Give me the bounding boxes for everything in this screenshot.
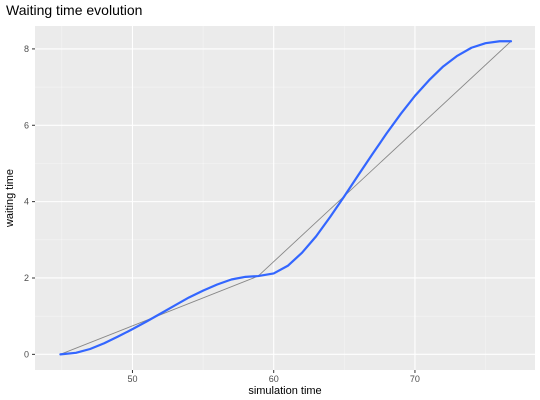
x-axis-title: simulation time bbox=[248, 385, 321, 397]
x-tick-label: 70 bbox=[410, 374, 420, 384]
y-axis-title: waiting time bbox=[4, 169, 16, 228]
grid-layer bbox=[35, 26, 535, 370]
y-tick-label: 0 bbox=[24, 349, 29, 359]
x-tick-label: 60 bbox=[269, 374, 279, 384]
y-tick-label: 8 bbox=[24, 44, 29, 54]
series-layer bbox=[59, 40, 513, 356]
chart-title: Waiting time evolution bbox=[6, 2, 142, 18]
y-tick-label: 6 bbox=[24, 120, 29, 130]
plot-panel bbox=[35, 26, 535, 370]
y-tick-label: 4 bbox=[24, 197, 29, 207]
series-line-smooth bbox=[59, 40, 513, 356]
x-tick-label: 50 bbox=[127, 374, 137, 384]
axis-ticks: 50 60 70 0 2 4 6 8 bbox=[24, 44, 420, 384]
y-tick-label: 2 bbox=[24, 273, 29, 283]
